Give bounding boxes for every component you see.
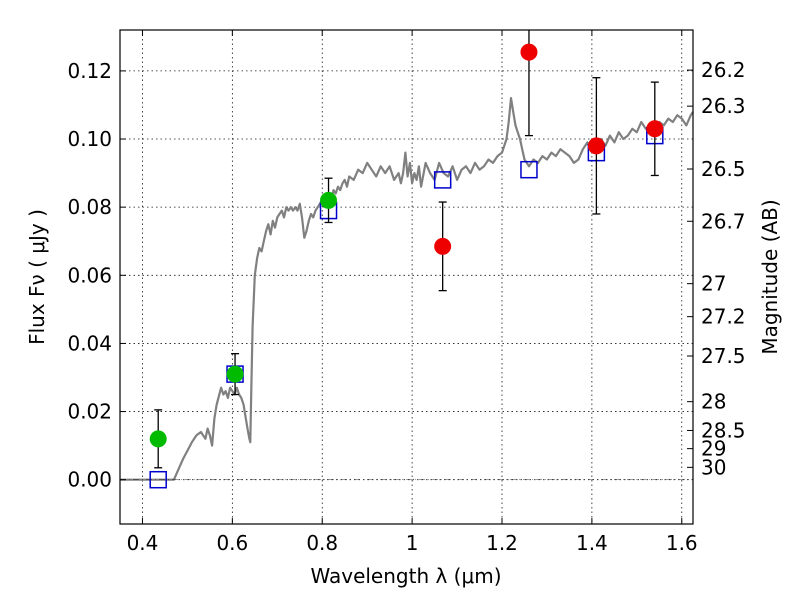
x-axis: 0.4 0.6 0.8 1 1.2 1.4 1.6 xyxy=(127,30,698,555)
model-photometry-square xyxy=(520,160,538,179)
model-photometry-square xyxy=(433,171,452,189)
model-photometry-square xyxy=(149,470,167,489)
detection-point xyxy=(320,191,338,209)
y-tick-label: 0.08 xyxy=(67,195,112,219)
y2-tick-label: 29 xyxy=(701,437,726,461)
y2-tick-label: 28.5 xyxy=(701,418,746,442)
x-tick-label: 0.6 xyxy=(216,531,248,555)
y2-tick-label: 28 xyxy=(701,390,726,414)
y-tick-label: 0.02 xyxy=(67,400,112,424)
y2-tick-label: 30 xyxy=(701,455,726,479)
detection-point xyxy=(587,137,605,155)
y-axis-label: Flux Fν ( μJy ) xyxy=(25,209,49,345)
x-tick-label: 1 xyxy=(406,531,419,555)
detection-point xyxy=(520,43,538,61)
y2-tick-label: 26.7 xyxy=(701,209,746,233)
x-tick-label: 1.4 xyxy=(576,531,608,555)
x-tick-label: 1.6 xyxy=(666,531,698,555)
y2-axis-label: Magnitude (AB) xyxy=(758,199,782,354)
y2-tick-label: 26.5 xyxy=(701,157,746,181)
x-tick-label: 0.8 xyxy=(306,531,338,555)
y-tick-label: 0.10 xyxy=(67,127,112,151)
detection-point xyxy=(434,237,452,255)
y2-tick-label: 27 xyxy=(701,272,726,296)
detection-point xyxy=(646,120,664,138)
x-tick-label: 0.4 xyxy=(127,531,159,555)
y-axis: 0.00 0.02 0.04 0.06 0.08 0.10 0.12 xyxy=(67,59,126,492)
plot-frame xyxy=(119,29,694,525)
y-tick-label: 0.00 xyxy=(67,468,112,492)
y-tick-label: 0.04 xyxy=(67,331,112,355)
x-axis-label: Wavelength λ (μm) xyxy=(310,564,501,588)
y2-tick-label: 27.5 xyxy=(701,344,746,368)
y2-tick-label: 26.2 xyxy=(701,58,746,82)
y2-tick-label: 27.2 xyxy=(701,305,746,329)
y2-tick-label: 26.3 xyxy=(701,94,746,118)
detection-point xyxy=(149,430,167,448)
spectrum-line xyxy=(120,96,694,481)
y-tick-label: 0.12 xyxy=(67,59,112,83)
y-tick-label: 0.06 xyxy=(67,263,112,287)
plot-area xyxy=(120,30,694,489)
x-tick-label: 1.2 xyxy=(486,531,518,555)
detection-point xyxy=(226,365,244,383)
